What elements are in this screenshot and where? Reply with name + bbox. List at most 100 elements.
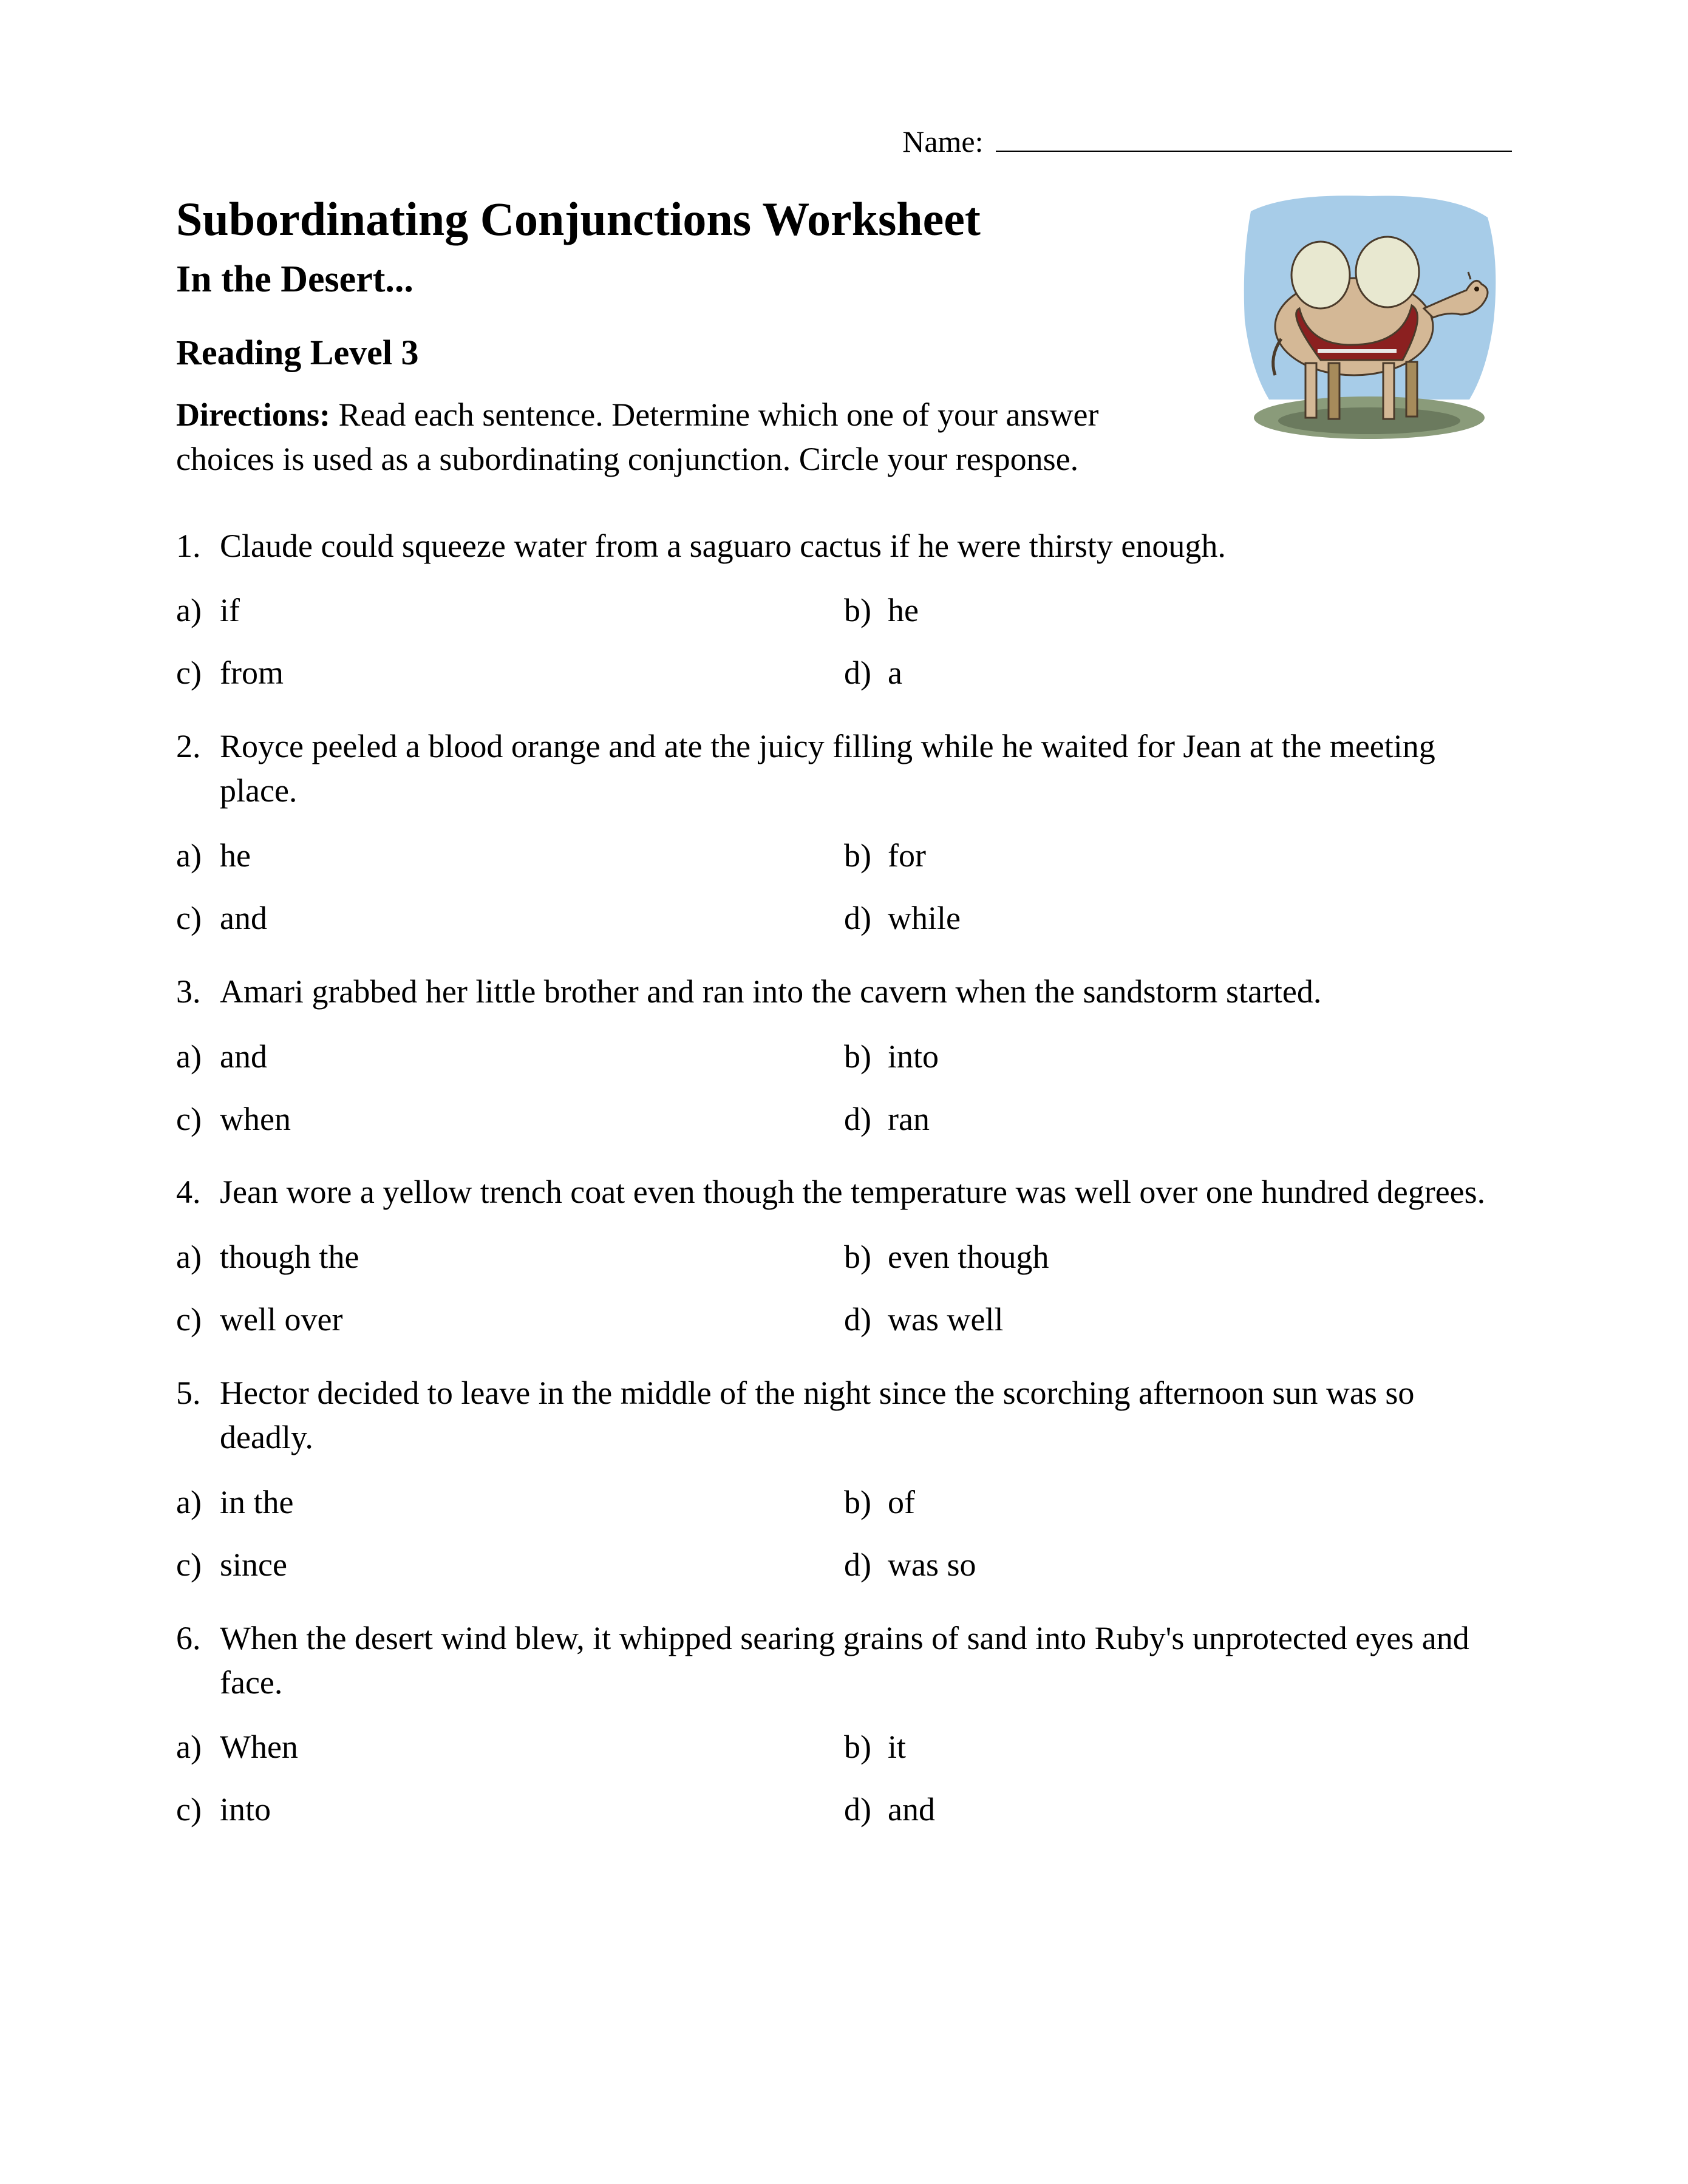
answer-choice[interactable]: d)was so	[844, 1543, 1512, 1587]
answer-letter: b)	[844, 834, 888, 878]
answer-text: ran	[888, 1097, 1512, 1141]
answer-choice[interactable]: d)ran	[844, 1097, 1512, 1141]
answer-choice[interactable]: c)well over	[176, 1298, 844, 1342]
question-block: 2.Royce peeled a blood orange and ate th…	[176, 724, 1512, 941]
answer-choice[interactable]: a)in the	[176, 1480, 844, 1525]
answer-choice[interactable]: b)even though	[844, 1235, 1512, 1279]
answer-choice[interactable]: d)while	[844, 896, 1512, 941]
answer-choice[interactable]: d)a	[844, 651, 1512, 695]
answer-text: well over	[220, 1298, 844, 1342]
answer-text: and	[220, 896, 844, 941]
question-text: 6.When the desert wind blew, it whipped …	[176, 1616, 1512, 1705]
answer-letter: a)	[176, 1725, 220, 1769]
answers-grid: a)in theb)ofc)sinced)was so	[176, 1480, 1512, 1587]
answer-choice[interactable]: b)for	[844, 834, 1512, 878]
answer-letter: a)	[176, 1480, 220, 1525]
question-text: 3.Amari grabbed her little brother and r…	[176, 970, 1512, 1014]
answer-choice[interactable]: a)and	[176, 1035, 844, 1079]
answer-letter: d)	[844, 1298, 888, 1342]
question-block: 1.Claude could squeeze water from a sagu…	[176, 524, 1512, 696]
header-row: Subordinating Conjunctions Worksheet In …	[176, 187, 1512, 512]
question-text: 4.Jean wore a yellow trench coat even th…	[176, 1170, 1512, 1214]
answer-text: When	[220, 1725, 844, 1769]
answer-letter: b)	[844, 1480, 888, 1525]
answer-letter: b)	[844, 588, 888, 633]
worksheet-subtitle: In the Desert...	[176, 254, 1202, 305]
name-field-line: Name:	[176, 121, 1512, 163]
answer-letter: a)	[176, 588, 220, 633]
answer-choice[interactable]: d)and	[844, 1788, 1512, 1832]
answer-letter: d)	[844, 651, 888, 695]
answer-choice[interactable]: a)he	[176, 834, 844, 878]
answer-text: for	[888, 834, 1512, 878]
answers-grid: a)heb)forc)andd)while	[176, 834, 1512, 941]
answer-choice[interactable]: a)though the	[176, 1235, 844, 1279]
answer-choice[interactable]: b)into	[844, 1035, 1512, 1079]
answer-choice[interactable]: c)into	[176, 1788, 844, 1832]
answer-choice[interactable]: c)from	[176, 651, 844, 695]
answer-letter: a)	[176, 1235, 220, 1279]
answer-choice[interactable]: b)he	[844, 588, 1512, 633]
question-body: Royce peeled a blood orange and ate the …	[220, 724, 1512, 813]
answer-choice[interactable]: d)was well	[844, 1298, 1512, 1342]
question-text: 2.Royce peeled a blood orange and ate th…	[176, 724, 1512, 813]
question-body: Amari grabbed her little brother and ran…	[220, 970, 1512, 1014]
question-block: 6.When the desert wind blew, it whipped …	[176, 1616, 1512, 1832]
name-label: Name:	[902, 124, 983, 158]
answer-letter: c)	[176, 896, 220, 941]
answer-letter: b)	[844, 1725, 888, 1769]
answer-letter: c)	[176, 1097, 220, 1141]
answer-text: while	[888, 896, 1512, 941]
answer-letter: d)	[844, 1097, 888, 1141]
question-block: 4.Jean wore a yellow trench coat even th…	[176, 1170, 1512, 1342]
directions: Directions: Read each sentence. Determin…	[176, 393, 1111, 481]
answer-text: from	[220, 651, 844, 695]
answer-text: since	[220, 1543, 844, 1587]
answers-grid: a)andb)intoc)whend)ran	[176, 1035, 1512, 1141]
answer-text: of	[888, 1480, 1512, 1525]
answers-grid: a)Whenb)itc)intod)and	[176, 1725, 1512, 1832]
answer-letter: b)	[844, 1235, 888, 1279]
camel-illustration	[1227, 187, 1512, 454]
answer-choice[interactable]: a)if	[176, 588, 844, 633]
answer-letter: c)	[176, 1788, 220, 1832]
answer-choice[interactable]: c)and	[176, 896, 844, 941]
answer-text: and	[888, 1788, 1512, 1832]
name-blank-line[interactable]	[996, 151, 1512, 152]
answer-letter: d)	[844, 896, 888, 941]
answer-choice[interactable]: b)of	[844, 1480, 1512, 1525]
question-number: 5.	[176, 1371, 220, 1460]
answer-letter: a)	[176, 834, 220, 878]
answers-grid: a)ifb)hec)fromd)a	[176, 588, 1512, 695]
question-body: Claude could squeeze water from a saguar…	[220, 524, 1512, 568]
answer-choice[interactable]: c)when	[176, 1097, 844, 1141]
answer-choice[interactable]: c)since	[176, 1543, 844, 1587]
answer-choice[interactable]: a)When	[176, 1725, 844, 1769]
answer-text: was well	[888, 1298, 1512, 1342]
answers-grid: a)though theb)even thoughc)well overd)wa…	[176, 1235, 1512, 1342]
answer-text: if	[220, 588, 844, 633]
answer-text: a	[888, 651, 1512, 695]
questions-container: 1.Claude could squeeze water from a sagu…	[176, 524, 1512, 1832]
answer-text: into	[220, 1788, 844, 1832]
question-number: 1.	[176, 524, 220, 568]
answer-text: into	[888, 1035, 1512, 1079]
question-body: When the desert wind blew, it whipped se…	[220, 1616, 1512, 1705]
question-number: 3.	[176, 970, 220, 1014]
answer-text: though the	[220, 1235, 844, 1279]
answer-letter: a)	[176, 1035, 220, 1079]
answer-choice[interactable]: b)it	[844, 1725, 1512, 1769]
question-text: 5.Hector decided to leave in the middle …	[176, 1371, 1512, 1460]
header-text: Subordinating Conjunctions Worksheet In …	[176, 187, 1202, 512]
answer-letter: d)	[844, 1543, 888, 1587]
answer-letter: c)	[176, 1298, 220, 1342]
answer-letter: c)	[176, 651, 220, 695]
answer-text: was so	[888, 1543, 1512, 1587]
answer-text: he	[220, 834, 844, 878]
question-body: Jean wore a yellow trench coat even thou…	[220, 1170, 1512, 1214]
question-block: 3.Amari grabbed her little brother and r…	[176, 970, 1512, 1141]
question-block: 5.Hector decided to leave in the middle …	[176, 1371, 1512, 1587]
answer-text: when	[220, 1097, 844, 1141]
directions-label: Directions:	[176, 396, 330, 433]
answer-text: he	[888, 588, 1512, 633]
